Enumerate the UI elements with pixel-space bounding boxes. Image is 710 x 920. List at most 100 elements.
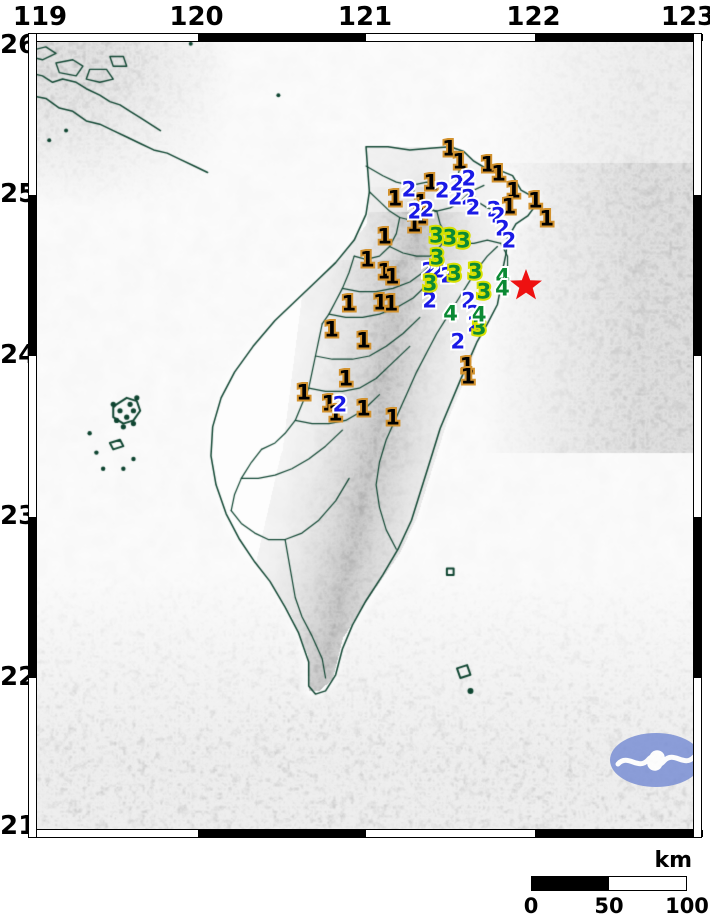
ruler-segment bbox=[29, 517, 36, 678]
ruler-bottom bbox=[28, 829, 703, 838]
ruler-segment bbox=[197, 830, 366, 837]
y-tick-22: 22 bbox=[0, 662, 37, 692]
scale-tick-0: 0 bbox=[523, 894, 539, 918]
scale-tick-50: 50 bbox=[594, 894, 624, 918]
y-tick-24: 24 bbox=[0, 340, 37, 370]
ruler-segment bbox=[29, 195, 36, 356]
y-tick-25: 25 bbox=[0, 179, 37, 209]
epicenter-star bbox=[509, 268, 543, 306]
x-tick-120: 120 bbox=[169, 2, 224, 32]
x-tick-122: 122 bbox=[506, 2, 561, 32]
y-tick-26: 26 bbox=[0, 30, 37, 60]
ruler-left bbox=[28, 33, 37, 838]
scale-unit-label: km bbox=[654, 848, 692, 873]
ruler-segment bbox=[694, 195, 701, 356]
y-tick-23: 23 bbox=[0, 501, 37, 531]
x-tick-119: 119 bbox=[12, 2, 68, 32]
x-tick-121: 121 bbox=[337, 2, 393, 32]
scale-tick-100: 100 bbox=[665, 894, 709, 918]
cwb-logo bbox=[608, 731, 701, 793]
ruler-right bbox=[693, 33, 702, 838]
ruler-top bbox=[28, 33, 703, 42]
scale-bar-graphic bbox=[531, 876, 687, 891]
scale-bar: km 0 50 100 bbox=[500, 848, 709, 918]
y-tick-21: 21 bbox=[0, 811, 37, 841]
ruler-segment bbox=[197, 34, 366, 41]
ruler-segment bbox=[534, 830, 703, 837]
scale-bar-filled-half bbox=[532, 877, 609, 890]
ruler-segment bbox=[694, 517, 701, 678]
ruler-segment bbox=[534, 34, 703, 41]
coastline-boundary-layer bbox=[29, 34, 701, 837]
x-tick-123: 123 bbox=[660, 2, 710, 32]
